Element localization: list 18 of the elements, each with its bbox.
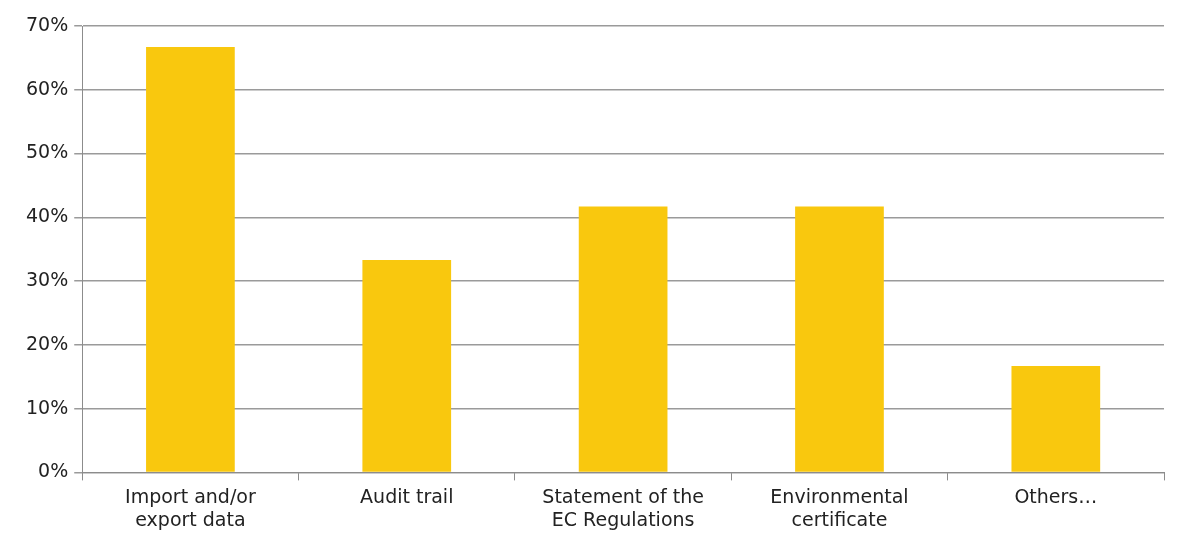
x-tick-label: Audit trail: [360, 484, 454, 507]
y-tick-label: 50%: [26, 140, 69, 163]
y-tick-label: 40%: [26, 204, 69, 227]
y-tick-label: 60%: [26, 76, 69, 99]
bar: [578, 206, 668, 472]
bar: [1011, 365, 1101, 472]
y-tick-label: 10%: [26, 395, 69, 418]
y-tick-label: 30%: [26, 268, 69, 291]
y-tick-label: 0%: [38, 459, 69, 482]
x-tick-label: Import and/or export data: [125, 484, 256, 530]
y-tick-label: 70%: [26, 12, 69, 35]
bar: [362, 260, 452, 472]
x-tick-label: Others…: [1014, 484, 1098, 507]
bar: [795, 206, 884, 472]
bar: [146, 47, 235, 472]
x-tick-label: Statement of the EC Regulations: [542, 484, 704, 530]
x-tick-label: Environmental certificate: [770, 484, 909, 530]
y-tick-label: 20%: [26, 331, 69, 354]
